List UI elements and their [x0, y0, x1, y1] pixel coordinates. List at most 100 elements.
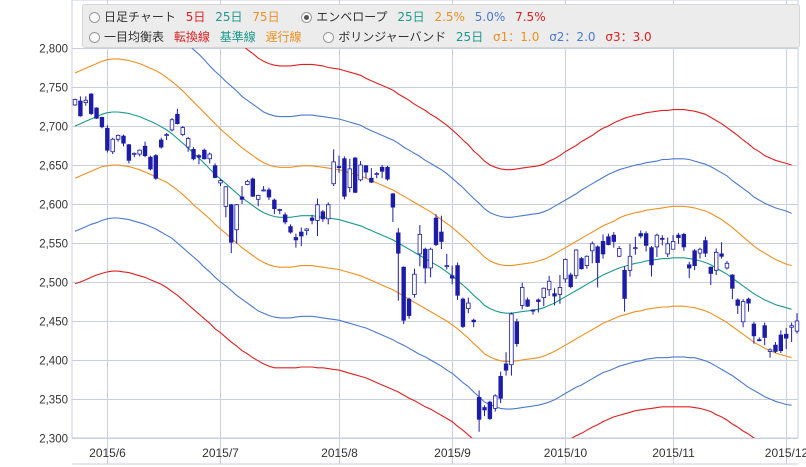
ma25-option[interactable]: 25日 — [215, 10, 243, 24]
envelope-p2[interactable]: 5.0% — [474, 10, 506, 24]
candle-body — [164, 134, 169, 136]
candle-body — [159, 139, 164, 148]
candle-body — [180, 127, 185, 135]
candle-body — [757, 339, 762, 342]
candle-body — [126, 144, 132, 161]
candle-body — [137, 149, 142, 155]
daily-label[interactable]: 日足チャート — [104, 10, 176, 24]
bollinger-label[interactable]: ボリンジャーバンド — [338, 30, 447, 44]
candle-body — [412, 273, 417, 295]
candle-body — [643, 233, 649, 246]
candle-body — [288, 226, 293, 233]
series-env1_up — [74, 58, 792, 267]
candle-body — [670, 241, 676, 250]
candle-body — [191, 148, 196, 160]
candle-body — [552, 293, 557, 297]
indicator-lines — [74, 34, 792, 438]
ma5-option[interactable]: 5日 — [185, 10, 206, 24]
candle-body — [692, 250, 697, 267]
candle-body — [719, 253, 724, 257]
x-tick-label: 2015/12 — [765, 446, 806, 460]
candle-body — [455, 265, 460, 296]
candle-body — [202, 149, 207, 160]
candle-body — [277, 209, 282, 211]
candle-body — [336, 166, 342, 168]
envelope-label[interactable]: エンベロープ — [316, 10, 388, 24]
candle-body — [794, 320, 800, 332]
envelope-p1[interactable]: 2.5% — [434, 10, 465, 24]
candle-body — [207, 153, 212, 160]
candle-body — [212, 165, 218, 178]
daily-radio[interactable] — [89, 12, 100, 23]
envelope-p3[interactable]: 7.5% — [515, 10, 546, 24]
ma75-option[interactable]: 75日 — [252, 10, 280, 24]
candle-body — [789, 325, 794, 328]
candle-body — [439, 231, 444, 242]
candle-body — [110, 138, 115, 153]
y-tick-label: 2,350 — [39, 395, 68, 407]
candle-body — [320, 211, 326, 220]
y-tick-label: 2,600 — [39, 200, 68, 212]
candle-body — [697, 248, 703, 254]
candle-body — [374, 173, 379, 175]
bollinger-s2[interactable]: σ2：2.0 — [549, 30, 596, 44]
envelope-radio[interactable] — [301, 12, 313, 23]
y-tick-label: 2,500 — [39, 278, 68, 290]
candle-body — [740, 301, 746, 323]
candle-body — [196, 155, 202, 158]
candle-body — [606, 236, 611, 245]
bollinger-s3[interactable]: σ3：3.0 — [605, 30, 652, 44]
candlesticks — [72, 93, 800, 432]
candle-body — [773, 344, 778, 352]
candle-body — [347, 168, 352, 189]
y-tick-label: 2,700 — [39, 122, 68, 134]
candle-body — [487, 401, 493, 419]
x-tick-label: 2015/8 — [321, 446, 358, 460]
candle-body — [735, 299, 740, 306]
chikou-option[interactable]: 遅行線 — [265, 30, 302, 44]
kijun-option[interactable]: 基準線 — [219, 30, 256, 44]
candle-body — [309, 217, 315, 221]
candle-body — [778, 334, 784, 352]
candle-body — [476, 397, 482, 420]
ichimoku-radio[interactable] — [89, 32, 100, 43]
bollinger-period[interactable]: 25日 — [455, 30, 484, 44]
candle-body — [272, 199, 277, 210]
candle-body — [88, 93, 94, 114]
candle-body — [762, 325, 767, 338]
envelope-period[interactable]: 25日 — [397, 10, 425, 24]
candle-body — [530, 309, 536, 312]
bollinger-radio[interactable] — [323, 32, 335, 43]
candle-body — [611, 234, 617, 242]
series-env2_dn — [74, 217, 792, 410]
x-tick-label: 2015/10 — [544, 446, 588, 460]
candle-body — [546, 280, 552, 291]
candle-body — [493, 395, 498, 409]
candle-body — [568, 274, 573, 288]
candle-body — [627, 255, 633, 271]
candle-body — [676, 234, 681, 238]
candle-body — [681, 234, 687, 248]
candle-body — [369, 177, 374, 183]
candle-body — [633, 247, 638, 250]
candle-body — [703, 240, 708, 254]
candle-body — [299, 231, 304, 237]
ichimoku-label[interactable]: 一目均衡表 — [104, 30, 165, 44]
candle-body — [541, 287, 546, 298]
bollinger-s1[interactable]: σ1：1.0 — [493, 30, 540, 44]
candle-body — [266, 189, 272, 198]
candle-body — [396, 232, 401, 254]
candle-body — [724, 262, 730, 269]
candle-body — [94, 107, 99, 119]
candle-body — [557, 287, 563, 295]
candle-body — [520, 287, 525, 306]
candle-body — [460, 298, 466, 327]
y-axis-labels: 2,800 2,750 2,700 2,650 2,600 2,550 2,500 2,450… — [39, 44, 68, 446]
x-tick-label: 2015/9 — [434, 446, 471, 460]
candle-body — [665, 243, 670, 255]
tenkan-option[interactable]: 転換線 — [173, 30, 210, 44]
candle-body — [503, 363, 509, 371]
candle-body — [751, 323, 757, 337]
candle-body — [385, 166, 390, 180]
